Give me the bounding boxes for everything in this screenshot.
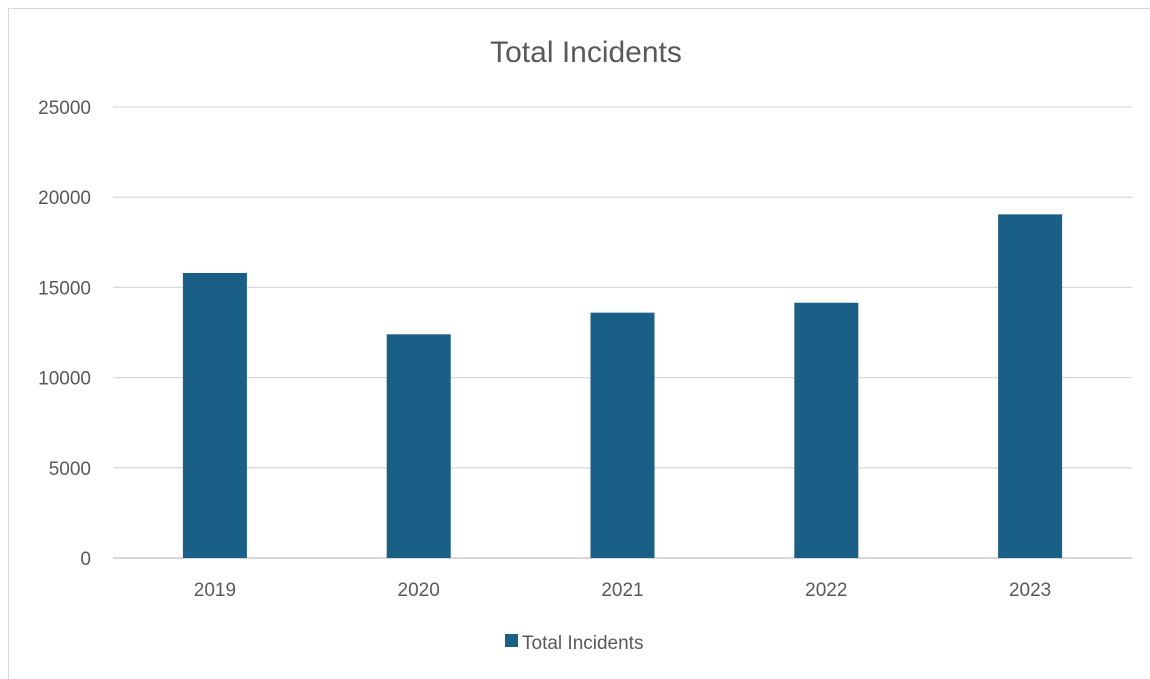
bars — [182, 214, 1063, 558]
y-tick-label: 5000 — [49, 459, 91, 480]
y-tick-label: 10000 — [38, 369, 91, 390]
y-tick-label: 0 — [80, 549, 91, 570]
x-tick-label: 2023 — [1009, 580, 1051, 601]
y-axis-tick-labels: 0 5000 10000 15000 20000 25000 — [38, 98, 91, 570]
legend: Total Incidents — [505, 633, 643, 654]
y-tick-label: 15000 — [38, 278, 91, 299]
bar-2023 — [998, 214, 1063, 558]
x-axis-tick-labels: 2019 2020 2021 2022 2023 — [194, 580, 1051, 601]
legend-label: Total Incidents — [522, 633, 643, 654]
x-tick-label: 2021 — [601, 580, 643, 601]
y-tick-label: 25000 — [38, 98, 91, 119]
y-tick-label: 20000 — [38, 188, 91, 209]
bar-2019 — [182, 272, 247, 558]
bar-2022 — [794, 302, 859, 558]
bar-2020 — [386, 334, 451, 558]
x-tick-label: 2019 — [194, 580, 236, 601]
x-tick-label: 2022 — [805, 580, 847, 601]
x-tick-label: 2020 — [398, 580, 440, 601]
bar-2021 — [590, 312, 655, 558]
chart-title: Total Incidents — [490, 36, 682, 69]
legend-swatch — [505, 634, 518, 647]
